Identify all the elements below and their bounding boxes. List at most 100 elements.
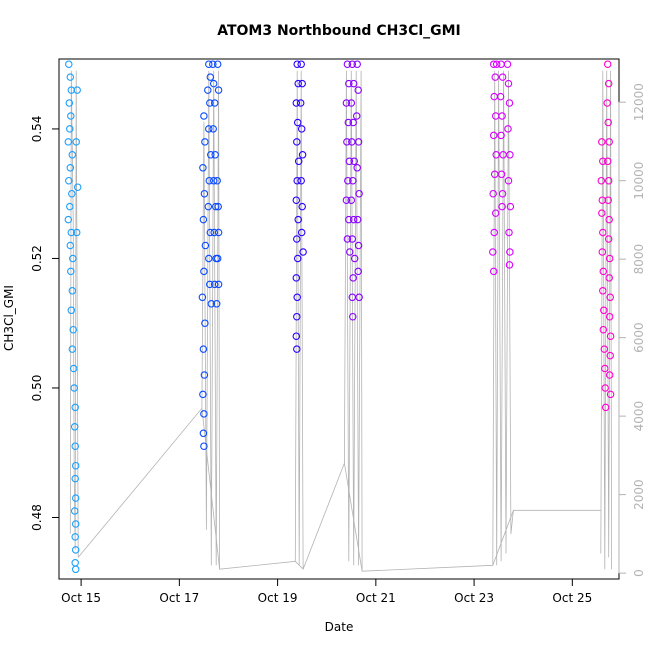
data-point bbox=[348, 60, 357, 68]
x-tick-label: Oct 15 bbox=[61, 591, 101, 605]
data-point bbox=[605, 274, 613, 282]
x-tick-label: Oct 25 bbox=[552, 591, 592, 605]
data-point bbox=[68, 287, 77, 295]
data-point bbox=[201, 241, 210, 250]
data-point bbox=[349, 274, 357, 282]
data-point bbox=[210, 99, 219, 107]
data-point bbox=[66, 202, 74, 211]
data-point bbox=[489, 267, 498, 276]
data-point bbox=[498, 112, 506, 120]
data-point bbox=[292, 196, 301, 204]
chart-title: ATOM3 Northbound CH3Cl_GMI bbox=[217, 23, 461, 39]
data-point bbox=[71, 565, 80, 574]
data-point bbox=[352, 112, 361, 120]
data-point bbox=[489, 189, 497, 198]
data-point bbox=[498, 189, 507, 198]
x-tick-label: Oct 21 bbox=[356, 591, 396, 605]
flight-3-altitude-trace bbox=[294, 70, 304, 570]
y2-tick-label: 6000 bbox=[632, 322, 646, 353]
data-point bbox=[505, 99, 514, 107]
data-point bbox=[199, 390, 207, 399]
data-point bbox=[294, 157, 303, 166]
data-point bbox=[199, 429, 208, 438]
data-point bbox=[70, 507, 79, 515]
data-point bbox=[205, 60, 213, 68]
data-point bbox=[604, 196, 612, 204]
data-point bbox=[64, 138, 73, 146]
flight-4-points bbox=[342, 60, 363, 321]
data-point bbox=[349, 312, 357, 321]
data-point bbox=[598, 209, 606, 217]
y2-tick-label: 12000 bbox=[632, 83, 646, 121]
flight-2-points bbox=[198, 60, 223, 450]
data-point bbox=[297, 228, 306, 237]
y-tick-label: 0.50 bbox=[30, 375, 44, 402]
data-point bbox=[354, 138, 363, 146]
data-point bbox=[199, 215, 208, 224]
data-point bbox=[199, 345, 208, 353]
data-point bbox=[210, 228, 218, 237]
data-point bbox=[605, 254, 614, 263]
data-point bbox=[200, 410, 208, 418]
data-point bbox=[72, 228, 81, 237]
data-point bbox=[504, 125, 512, 133]
data-point bbox=[343, 60, 352, 68]
data-point bbox=[71, 461, 80, 470]
data-point bbox=[491, 73, 499, 81]
y2-tick-label: 8000 bbox=[632, 244, 646, 275]
data-point bbox=[497, 170, 506, 179]
data-point bbox=[67, 267, 75, 276]
data-point bbox=[297, 60, 305, 68]
data-point bbox=[604, 176, 613, 185]
y-axis-left: 0.48 0.50 0.52 0.54 bbox=[30, 116, 60, 531]
data-point bbox=[506, 202, 515, 211]
data-point bbox=[64, 215, 73, 224]
data-point bbox=[489, 131, 498, 140]
data-point bbox=[350, 254, 359, 263]
data-point bbox=[603, 99, 611, 107]
data-point bbox=[298, 202, 306, 211]
data-point bbox=[293, 254, 302, 263]
data-point bbox=[604, 118, 612, 127]
data-point bbox=[298, 151, 307, 159]
data-point bbox=[70, 423, 79, 431]
data-point bbox=[497, 131, 505, 140]
data-point bbox=[294, 79, 302, 88]
data-point bbox=[603, 157, 612, 166]
data-point bbox=[599, 228, 607, 237]
data-point bbox=[353, 164, 361, 172]
data-point bbox=[297, 125, 306, 133]
flight-6-points bbox=[597, 60, 615, 412]
data-point bbox=[199, 164, 207, 172]
data-point bbox=[66, 164, 75, 172]
data-point bbox=[297, 176, 305, 185]
data-point bbox=[599, 287, 607, 295]
data-point bbox=[353, 60, 361, 68]
data-point bbox=[71, 533, 79, 541]
data-point bbox=[209, 79, 218, 88]
data-point bbox=[293, 118, 302, 127]
data-point bbox=[496, 92, 505, 101]
data-point bbox=[200, 112, 208, 120]
data-point bbox=[490, 228, 498, 237]
data-point bbox=[345, 157, 354, 166]
data-point bbox=[206, 99, 214, 107]
data-point bbox=[209, 176, 218, 185]
data-point bbox=[600, 306, 608, 315]
data-point bbox=[293, 138, 301, 146]
data-points-layer bbox=[64, 60, 615, 574]
y2-tick-label: 2000 bbox=[632, 479, 646, 510]
flight-5-points bbox=[489, 60, 515, 276]
data-point bbox=[66, 125, 74, 133]
data-point bbox=[605, 215, 613, 224]
data-point bbox=[505, 228, 513, 237]
data-point bbox=[68, 151, 77, 159]
data-point bbox=[210, 280, 219, 289]
data-point bbox=[601, 364, 609, 373]
data-point bbox=[209, 125, 217, 133]
data-point bbox=[205, 176, 214, 185]
data-point bbox=[71, 474, 79, 483]
data-point bbox=[200, 442, 208, 450]
